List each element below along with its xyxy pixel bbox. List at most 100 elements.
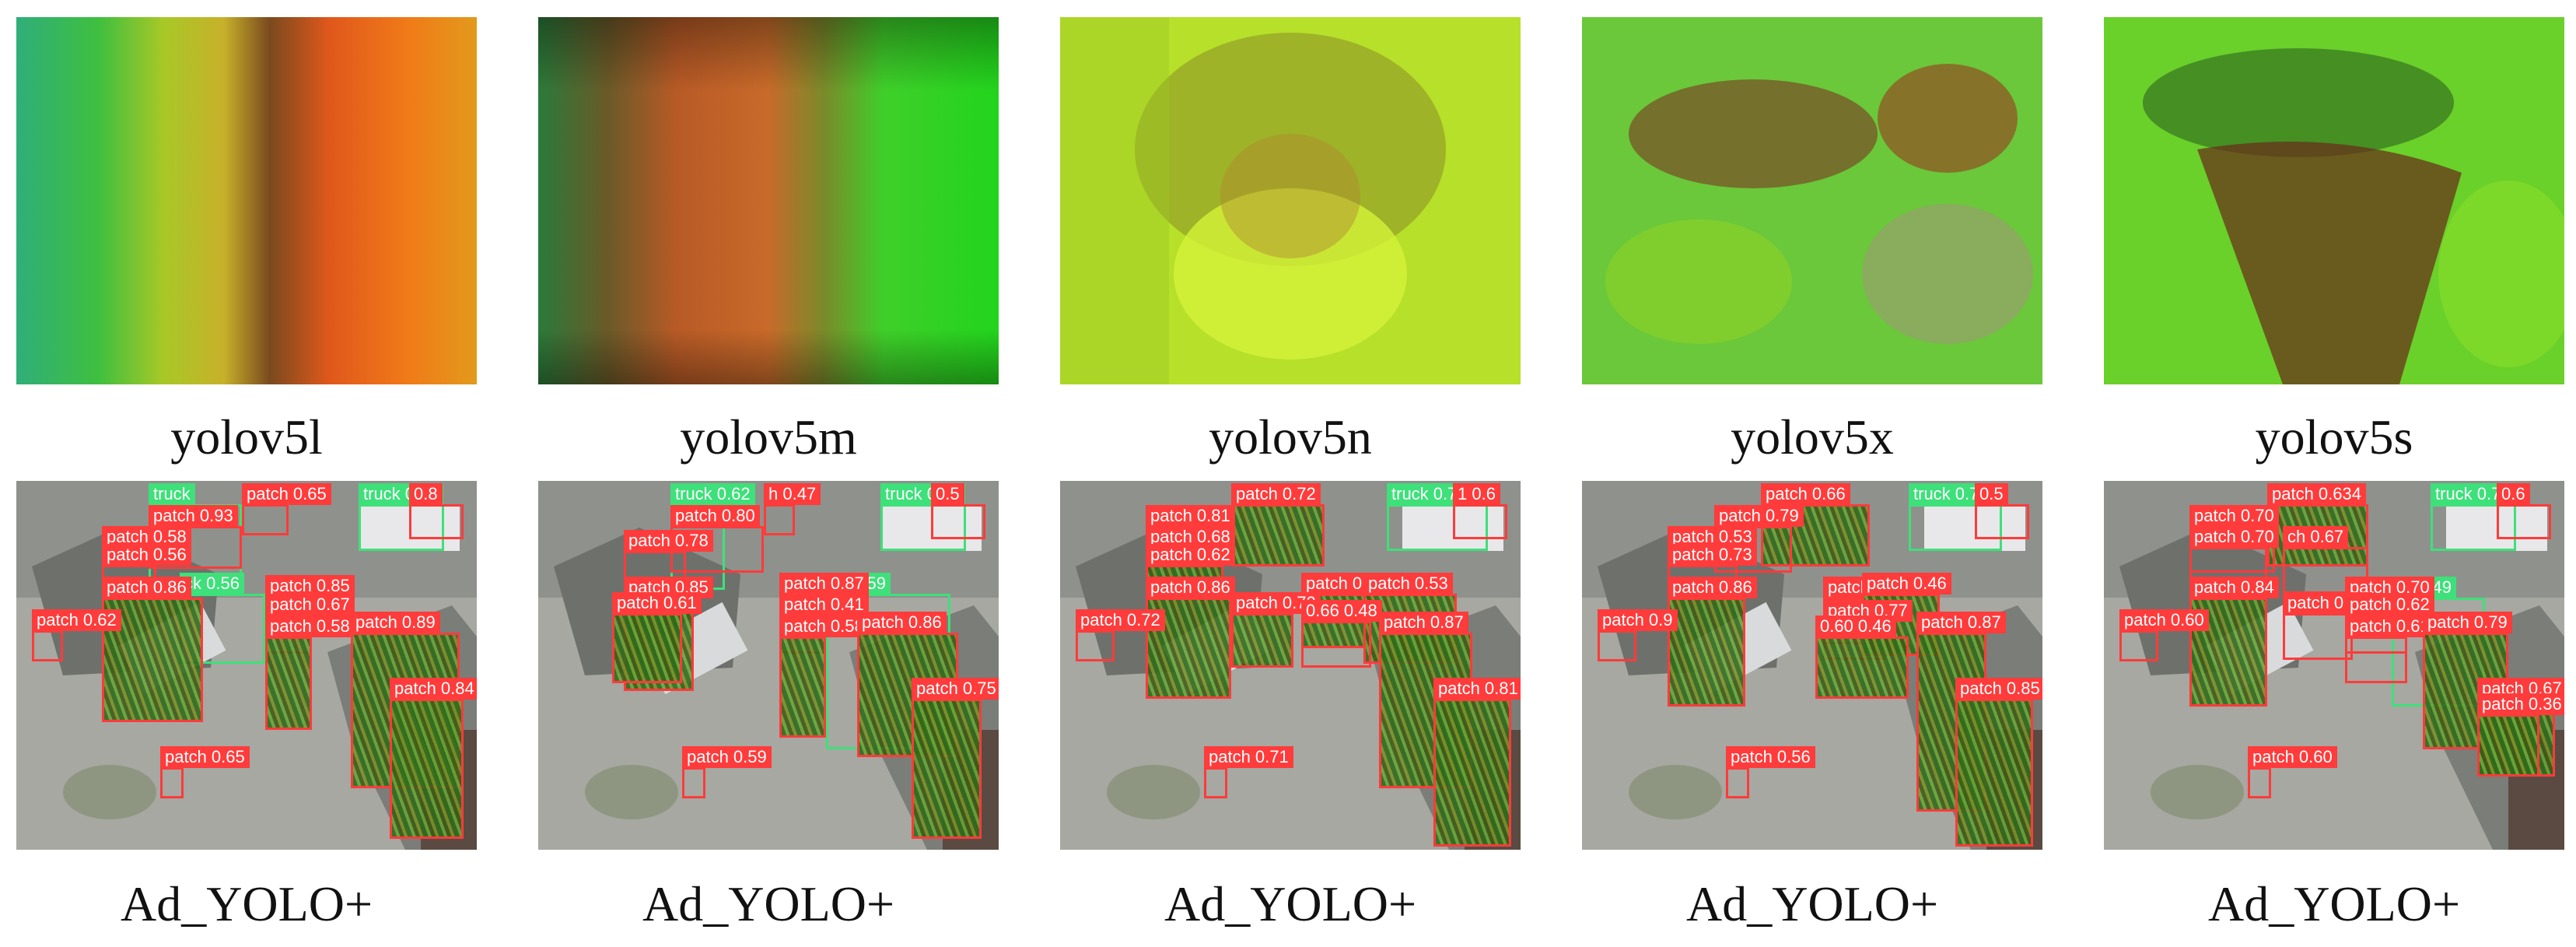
patch-detection-box: patch 0.84 <box>390 678 477 839</box>
detection-label: patch 0.86 <box>857 612 947 633</box>
patch-detection-box: patch 0.65 <box>242 483 331 535</box>
column-yolov5m: yolov5m truck 0.62 h 0.47 truck 0.79 0.5 pat… <box>538 0 999 947</box>
patch-texture <box>614 616 680 681</box>
patch-detection-box: patch 0.62 <box>2345 594 2434 654</box>
patch-texture <box>2480 717 2537 774</box>
detection-label: patch 0.62 <box>32 609 121 631</box>
detection-label: patch 0.87 <box>779 573 869 595</box>
patch-detection-box: patch 0.59 <box>682 746 772 798</box>
detection-label: patch 0.85 <box>1955 678 2042 700</box>
detection-label: patch 0.70 <box>2189 505 2279 527</box>
result-label: Ad_YOLO+ <box>2207 876 2461 931</box>
patch-detection-box: patch 0.61 <box>2345 616 2434 683</box>
patch-detection-box: patch 0.67 <box>265 594 355 654</box>
detection-label: patch 0.56 <box>102 544 191 566</box>
result-label: Ad_YOLO+ <box>1164 876 1417 931</box>
detection-label: patch 0.86 <box>1146 577 1235 598</box>
patch-detection-box: patch 0.62 <box>1146 544 1235 604</box>
patch-detection-box: patch 0.72 <box>1231 483 1325 566</box>
detection-label: patch 0.85 <box>265 575 355 597</box>
detection-label: patch 0.70 <box>2189 526 2279 548</box>
detection-label: patch 0.87 <box>1916 612 2006 633</box>
detection-label: patch 0.75 <box>912 678 999 700</box>
patch-detection-box: 0.5 <box>1975 483 2029 539</box>
detection-label: patch 0.61 <box>612 592 702 614</box>
detection-label: patch 0.61 <box>2345 616 2434 637</box>
patch-detection-box: patch 0.36 <box>2477 693 2564 777</box>
detection-label: patch 0.53 <box>1363 573 1453 595</box>
model-label: yolov5s <box>2255 409 2413 465</box>
column-yolov5n: yolov5n patch 0.72 truck 0.79 1 0.6 patch 0… <box>1060 0 1521 947</box>
patch-detection-box: patch 0.81 <box>1433 678 1521 847</box>
column-yolov5x: yolov5x patch 0.66 truck 0.78 0.5 patch 0.7… <box>1582 0 2042 947</box>
detection-label: 1 0.6 <box>1453 483 1500 505</box>
detection-label: patch 0.41 <box>779 594 869 616</box>
model-label: yolov5n <box>1209 409 1372 465</box>
patch-texture <box>1436 701 1509 844</box>
detection-label: 0.66 0.48 <box>1301 600 1382 622</box>
detection-label: patch 0.65 <box>160 746 250 768</box>
patch-texture <box>392 701 461 837</box>
detection-label: 0.5 <box>931 483 964 505</box>
patch-detection-box: 0.6 <box>2497 483 2551 539</box>
patch-detection-box: 0.5 <box>931 483 985 539</box>
patch-detection-box: patch 0.72 <box>1076 609 1165 661</box>
patch-detection-box: 0.66 0.48 <box>1301 600 1382 668</box>
patch-texture <box>914 701 979 837</box>
detection-label: patch 0.72 <box>1076 609 1165 631</box>
patch-detection-box: patch 0.72 <box>1231 592 1321 668</box>
detection-label: patch 0.58 <box>779 616 869 637</box>
patch-detection-box: patch 0.61 <box>612 592 702 683</box>
detection-label: h 0.47 <box>764 483 821 505</box>
patch-detection-box: patch 0.84 <box>2189 577 2279 707</box>
patch-detection-box: patch 0.80 <box>670 505 764 573</box>
detection-label: patch 0.81 <box>1433 678 1521 700</box>
detection-scene: patch 0.634 truck 0.78 0.6 patch 0.70 patch … <box>2104 481 2564 850</box>
patch-detection-box: patch 0.9 <box>1598 609 1678 661</box>
detection-label: patch 0.62 <box>2345 594 2434 616</box>
detection-label: 0.60 0.46 <box>1815 616 1896 637</box>
patch-detection-box: patch 0.86 <box>1668 577 1757 707</box>
adversarial-patch-image <box>1060 17 1521 384</box>
patch-texture <box>782 639 824 735</box>
detection-label: patch 0.86 <box>102 577 191 598</box>
detection-label: 0.8 <box>409 483 443 505</box>
patch-detection-box: 1 0.6 <box>1453 483 1507 539</box>
patch-detection-box: patch 0.58 <box>779 616 869 738</box>
detection-label: patch 0.72 <box>1231 483 1321 505</box>
adversarial-patch-image <box>1582 17 2042 384</box>
detection-label: patch 0.66 <box>1761 483 1850 505</box>
patch-detection-box: patch 0.60 <box>2248 746 2337 798</box>
patch-detection-box: patch 0.62 <box>32 609 121 661</box>
detection-label: patch 0.81 <box>1146 505 1235 527</box>
patch-detection-box: patch 0.56 <box>1726 746 1815 798</box>
result-label: Ad_YOLO+ <box>642 876 895 931</box>
detection-label: patch 0.65 <box>242 483 331 505</box>
column-yolov5l: yolov5l truck patch 0.65 truck 0.83 0.8 patc… <box>16 0 477 947</box>
patch-texture <box>1234 616 1291 665</box>
patch-texture <box>1670 600 1743 704</box>
patch-detection-box: patch 0.71 <box>1204 746 1293 798</box>
detection-label: 0.6 <box>2497 483 2530 505</box>
detection-label: ch 0.67 <box>2283 526 2349 548</box>
patch-detection-box: patch 0.86 <box>1146 577 1235 699</box>
detection-label: patch 0.58 <box>265 616 355 637</box>
detection-scene: truck patch 0.65 truck 0.83 0.8 patch 0.93 pa… <box>16 481 477 850</box>
patch-detection-box: patch 0.60 <box>2119 609 2209 661</box>
column-yolov5s: yolov5s patch 0.634 truck 0.78 0.6 patch 0.… <box>2104 0 2564 947</box>
detection-label: patch 0.67 <box>265 594 355 616</box>
detection-label: patch 0.93 <box>149 505 238 527</box>
adversarial-patch-image <box>2104 17 2564 384</box>
patch-texture <box>1234 507 1322 564</box>
detection-label: patch 0.56 <box>1726 746 1815 768</box>
detection-label: 0.5 <box>1975 483 2008 505</box>
detection-label: patch 0.71 <box>1204 746 1293 768</box>
result-label: Ad_YOLO+ <box>1685 876 1939 931</box>
detection-label: patch 0.78 <box>624 530 713 552</box>
detection-label: truck <box>149 483 195 505</box>
patch-detection-box: h 0.47 <box>764 483 821 535</box>
model-label: yolov5m <box>680 409 857 465</box>
detection-label: truck 0.62 <box>670 483 755 505</box>
model-label: yolov5l <box>170 409 323 465</box>
detection-label: patch 0.73 <box>1668 544 1757 566</box>
